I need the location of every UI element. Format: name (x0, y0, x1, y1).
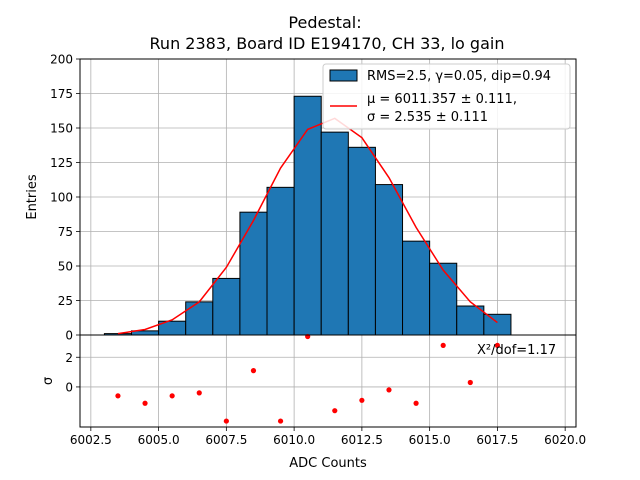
y-tick-label: 175 (50, 87, 73, 101)
histogram-bar (402, 240, 431, 336)
histogram-bar (212, 277, 241, 336)
histogram-bars (103, 95, 512, 336)
residual-point (413, 400, 419, 406)
residual-point (467, 379, 473, 386)
y-tick-label: 200 (50, 53, 73, 67)
histogram-bar (429, 262, 458, 336)
y-tick-label: 100 (50, 191, 73, 205)
y-tick-label: 150 (50, 122, 73, 136)
histogram-bar (347, 146, 376, 336)
residual-point (250, 368, 257, 374)
x-tick-label: 6007.5 (205, 433, 247, 447)
residual-point (196, 390, 202, 396)
residual-grid (80, 335, 576, 427)
y-tick-label: 25 (58, 294, 73, 308)
fit-curve (117, 117, 498, 335)
x-tick-label: 6017.5 (476, 433, 518, 447)
legend-box (322, 63, 571, 130)
chi2-annotation: X²/dof=1.17 (477, 343, 556, 358)
histogram-bar (293, 95, 322, 336)
y-tick-label: 125 (50, 156, 73, 170)
residual-point (142, 400, 148, 406)
residual-point (440, 342, 446, 348)
legend-histogram-swatch (329, 69, 358, 82)
residual-point (386, 387, 392, 393)
histogram-bar (239, 211, 268, 336)
residual-axes-frame (79, 334, 577, 428)
x-tick-label: 6002.5 (70, 433, 112, 447)
y-axis-label: Entries (25, 174, 40, 220)
residual-point (169, 393, 175, 399)
top-y-ticks: 0 25 50 75 100 125 150 175 200 (50, 53, 80, 343)
residual-point (223, 418, 229, 424)
residual-point (494, 342, 500, 348)
residual-point (115, 393, 121, 399)
x-tick-label: 6010.0 (273, 433, 315, 447)
residual-points (115, 333, 500, 424)
histogram-bar (320, 131, 349, 336)
x-tick-label: 6012.5 (341, 433, 383, 447)
x-tick-label: 6015.0 (409, 433, 451, 447)
residual-point (277, 418, 284, 424)
x-tick-label: 6005.0 (138, 433, 180, 447)
histogram-bar (456, 305, 485, 336)
legend: RMS=2.5, γ=0.05, dip=0.94 μ = 6011.357 ±… (322, 63, 571, 130)
x-ticks: 6002.5 6005.0 6007.5 6010.0 6012.5 6015.0 6017… (70, 427, 586, 447)
histogram-bar (374, 184, 404, 336)
residual-y-axis-label: σ (41, 377, 56, 385)
residual-point (332, 408, 338, 414)
histogram-bar (483, 313, 512, 336)
histogram-bar (185, 301, 214, 336)
histogram-bar (266, 186, 295, 336)
x-tick-label: 6020.0 (544, 433, 586, 447)
chart-title-line1: Pedestal: (288, 13, 361, 32)
residual-y-ticks: 20 (65, 351, 80, 394)
residual-y-tick-label: 0 (65, 380, 73, 394)
y-tick-label: 0 (65, 329, 73, 343)
residual-point (359, 397, 365, 403)
x-axis-label: ADC Counts (289, 456, 367, 471)
legend-fit-label-line1: μ = 6011.357 ± 0.111, (367, 92, 517, 107)
residual-y-tick-label: 2 (65, 351, 73, 365)
y-tick-label: 75 (58, 225, 73, 239)
legend-fit-label-line2: σ = 2.535 ± 0.111 (367, 110, 488, 125)
y-tick-label: 50 (58, 260, 73, 274)
chart-title-line2: Run 2383, Board ID E194170, CH 33, lo ga… (150, 34, 505, 53)
legend-histogram-label: RMS=2.5, γ=0.05, dip=0.94 (367, 69, 551, 84)
